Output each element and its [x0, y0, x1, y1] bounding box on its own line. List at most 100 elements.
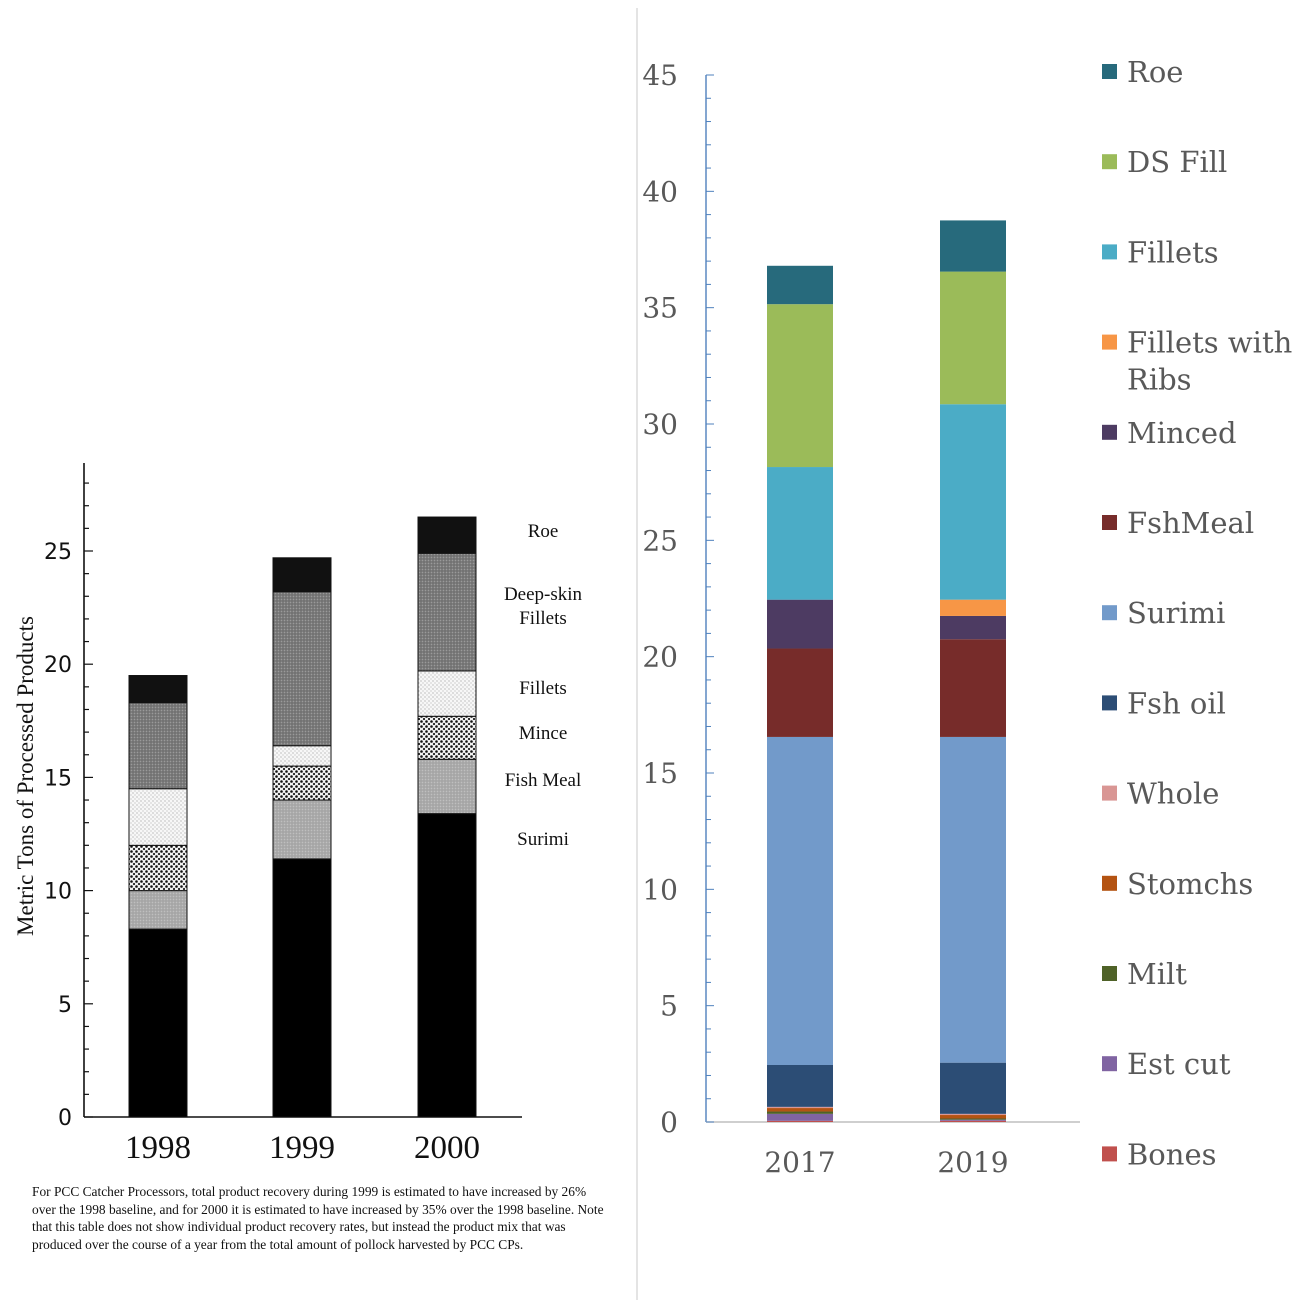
right-legend-label: Roe [1127, 55, 1183, 89]
left-y-tick-label: 10 [44, 880, 72, 905]
bar-segment-surimi-2000 [417, 813, 477, 1118]
right-legend-item-ds-fill: DS Fill [1102, 145, 1227, 179]
right-legend-swatch [1102, 1056, 1117, 1072]
bar-segment-fsh-oil-2017 [767, 1064, 833, 1107]
right-legend-item-milt: Milt [1102, 957, 1187, 991]
right-y-tick-label: 45 [642, 59, 678, 92]
bar-segment-fish-meal-1998 [128, 890, 188, 930]
bar-segment-milt-2017 [767, 1111, 833, 1114]
bar-segment-roe-2019 [940, 220, 1006, 272]
right-legend-swatch [1102, 785, 1117, 801]
bar-segment-milt-2019 [940, 1118, 1006, 1120]
bar-segment-fillets-1999 [272, 745, 332, 767]
right-legend-item-whole: Whole [1102, 777, 1219, 811]
right-legend-swatch [1102, 424, 1117, 440]
bar-segment-mince-1999 [272, 765, 332, 801]
right-legend-label: Milt [1127, 957, 1187, 991]
panel-divider [636, 8, 638, 1300]
right-legend-swatch [1102, 334, 1117, 350]
right-stacked-bar-chart: 0 5 10 15 20 25 30 35 40 45 2017 2019 Roe DS Fill Fil… [642, 55, 1292, 1179]
left-legend-label-roe: Roe [528, 521, 559, 542]
bar-segment-whole-2019 [940, 1113, 1006, 1116]
right-legend-item-fshmeal: FshMeal [1102, 506, 1254, 540]
right-legend-item-stomchs: Stomchs [1102, 867, 1253, 901]
right-legend-label: Fsh oil [1127, 686, 1226, 720]
right-legend-swatch [1102, 966, 1117, 981]
bar-segment-mince-1998 [128, 844, 188, 892]
bar-segment-deep-skin-fillets-1999 [272, 591, 332, 747]
right-legend-label: Fillets [1127, 235, 1219, 269]
right-legend-item-bones: Bones [1102, 1137, 1217, 1171]
bar-segment-fish-meal-1999 [272, 799, 332, 860]
left-x-tick-label: 1999 [269, 1130, 335, 1166]
right-legend-item-minced: Minced [1102, 416, 1237, 450]
bar-segment-fish-meal-2000 [417, 758, 477, 815]
left-y-tick-label: 15 [44, 766, 72, 791]
bar-segment-mince-2000 [417, 715, 477, 760]
bar-segment-fsh-oil-2019 [940, 1062, 1006, 1114]
bar-segment-ds-fill-2019 [940, 271, 1006, 405]
bar-segment-fillets-with-ribs-2019 [940, 599, 1006, 616]
right-legend-label: Whole [1127, 777, 1219, 811]
bar-segment-stomchs-2017 [767, 1108, 833, 1112]
right-y-tick-label: 0 [660, 1106, 678, 1139]
right-legend-label: Bones [1127, 1137, 1217, 1171]
left-y-tick-label: 5 [58, 993, 72, 1018]
right-y-tick-label: 30 [642, 408, 678, 441]
bar-segment-roe-1999 [272, 557, 332, 593]
right-legend-swatch [1102, 154, 1117, 170]
bar-segment-stomchs-2019 [940, 1115, 1006, 1119]
bar-segment-fillets-2017 [767, 467, 833, 600]
left-stacked-bar-chart: Metric Tons of Processed Products 0 5 10 15… [13, 463, 583, 1166]
right-legend-swatch [1102, 64, 1117, 79]
left-x-tick-label: 2000 [414, 1130, 480, 1166]
right-legend-label: Fillets with Ribs [1127, 326, 1292, 397]
right-legend-label: Est cut [1127, 1047, 1231, 1081]
bar-segment-est-cut-2019 [940, 1119, 1006, 1121]
right-legend-item-est-cut: Est cut [1102, 1047, 1231, 1081]
right-legend-item-fillets: Fillets [1102, 235, 1219, 269]
left-legend-label-mince: Mince [519, 723, 568, 744]
bar-segment-bones-2019 [940, 1120, 1006, 1122]
bar-segment-bones-2017 [767, 1120, 833, 1122]
bar-segment-minced-2017 [767, 599, 833, 649]
right-legend-swatch [1102, 695, 1117, 711]
bar-segment-fshmeal-2017 [767, 648, 833, 737]
left-legend-label-fish-meal: Fish Meal [505, 770, 582, 791]
bar-segment-fillets-2000 [417, 670, 477, 717]
right-x-tick-label: 2017 [764, 1146, 835, 1179]
bar-segment-surimi-1999 [272, 858, 332, 1118]
bar-segment-roe-2000 [417, 516, 477, 554]
bar-segment-roe-2017 [767, 265, 833, 305]
right-legend-item-fillets-with-ribs: Fillets with Ribs [1102, 326, 1292, 397]
bar-segment-deep-skin-fillets-2000 [417, 552, 477, 672]
bar-segment-fillets-2019 [940, 404, 1006, 600]
right-legend-swatch [1102, 244, 1117, 260]
right-legend-label: Stomchs [1127, 867, 1253, 901]
figure-caption: For PCC Catcher Processors, total produc… [32, 1184, 604, 1252]
bar-segment-est-cut-2017 [767, 1113, 833, 1121]
right-legend-item-surimi: Surimi [1102, 596, 1225, 630]
left-legend-label-deep-skin-fillets: Deep-skin Fillets [504, 584, 583, 629]
right-y-tick-label: 40 [642, 175, 678, 208]
left-y-axis-title: Metric Tons of Processed Products [13, 616, 38, 936]
right-y-tick-label: 35 [642, 292, 678, 325]
right-legend-label: FshMeal [1127, 506, 1254, 540]
bar-segment-surimi-2017 [767, 736, 833, 1065]
right-legend-label: DS Fill [1127, 145, 1227, 179]
right-legend-item-roe: Roe [1102, 55, 1183, 89]
left-y-tick-label: 0 [58, 1106, 72, 1131]
bar-segment-fillets-1998 [128, 788, 188, 846]
bar-segment-ds-fill-2017 [767, 304, 833, 468]
right-chart-panel: 0 5 10 15 20 25 30 35 40 45 2017 2019 Roe DS Fill Fil… [640, 0, 1303, 1300]
right-legend-item-fsh-oil: Fsh oil [1102, 686, 1226, 720]
bar-segment-surimi-1998 [128, 928, 188, 1118]
right-legend-label: Surimi [1127, 596, 1225, 630]
left-y-tick-label: 20 [44, 653, 72, 678]
right-y-tick-label: 5 [660, 990, 678, 1023]
right-legend-swatch [1102, 515, 1117, 530]
right-legend-swatch [1102, 605, 1117, 621]
bar-segment-deep-skin-fillets-1998 [128, 702, 188, 790]
right-legend-label: Minced [1127, 416, 1237, 450]
right-legend-swatch [1102, 1146, 1117, 1162]
